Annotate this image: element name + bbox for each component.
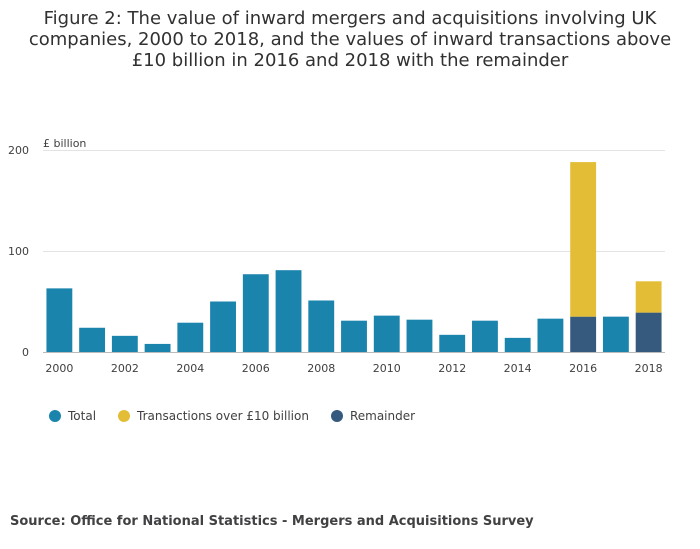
bar-total-2004[interactable]: [177, 322, 204, 352]
x-tick-labels: 2000 2002 2004 2006 2008 2010 2012 2014 2016 2018: [45, 362, 662, 375]
bar-total-2013[interactable]: [472, 320, 498, 352]
y-tick-label: 200: [8, 144, 29, 157]
y-tick-label: 100: [8, 245, 29, 258]
y-tick-labels: 0 100 200: [8, 144, 29, 359]
legend-label-remainder: Remainder: [349, 409, 416, 423]
y-axis-label: £ billion: [43, 137, 86, 150]
bar-total-2010[interactable]: [373, 315, 400, 352]
bar-total-2011[interactable]: [406, 319, 433, 352]
legend-item-remainder[interactable]: Remainder: [330, 409, 416, 423]
legend-swatch-remainder: [330, 410, 343, 422]
legend-label-total: Total: [68, 409, 97, 423]
x-tick-label: 2018: [635, 362, 663, 375]
x-tick-label: 2010: [373, 362, 401, 375]
x-tick-label: 2006: [242, 362, 270, 375]
source-note: Source: Office for National Statistics -…: [10, 514, 534, 529]
legend-label-over10: Transactions over £10 billion: [137, 409, 309, 423]
bar-total-2015[interactable]: [537, 318, 564, 352]
legend-item-over10[interactable]: Transactions over £10 billion: [118, 409, 309, 423]
x-tick-label: 2012: [438, 362, 466, 375]
bars: [46, 162, 662, 353]
legend-swatch-total: [49, 410, 61, 422]
x-tick-label: 2014: [504, 362, 532, 375]
legend-swatch-over10: [118, 410, 131, 422]
bar-total-2007[interactable]: [275, 270, 302, 352]
bar-total-2014[interactable]: [504, 337, 531, 352]
bar-total-2001[interactable]: [79, 327, 106, 352]
gridlines: [43, 150, 665, 252]
bar-remainder-2016[interactable]: [570, 316, 597, 352]
bar-total-2008[interactable]: [308, 300, 335, 352]
bar-over10-2018[interactable]: [635, 281, 662, 313]
legend: Total Transactions over £10 billion Rema…: [49, 409, 437, 423]
bar-total-2017[interactable]: [602, 316, 629, 352]
x-tick-label: 2008: [307, 362, 335, 375]
legend-item-total[interactable]: Total: [49, 409, 96, 423]
bar-total-2006[interactable]: [242, 274, 269, 352]
x-tick-label: 2000: [45, 362, 73, 375]
bar-total-2000[interactable]: [46, 288, 73, 352]
bar-total-2012[interactable]: [439, 334, 466, 352]
chart-title: Figure 2: The value of inward mergers an…: [28, 8, 672, 71]
bar-total-2003[interactable]: [144, 343, 171, 352]
bar-total-2009[interactable]: [341, 320, 367, 352]
bar-over10-2016[interactable]: [570, 162, 597, 317]
y-tick-label: 0: [22, 346, 29, 359]
bar-total-2005[interactable]: [210, 301, 236, 353]
x-tick-label: 2002: [111, 362, 139, 375]
x-tick-label: 2004: [176, 362, 204, 375]
bar-total-2002[interactable]: [111, 335, 138, 352]
x-tick-label: 2016: [569, 362, 597, 375]
bar-remainder-2018[interactable]: [635, 312, 662, 352]
